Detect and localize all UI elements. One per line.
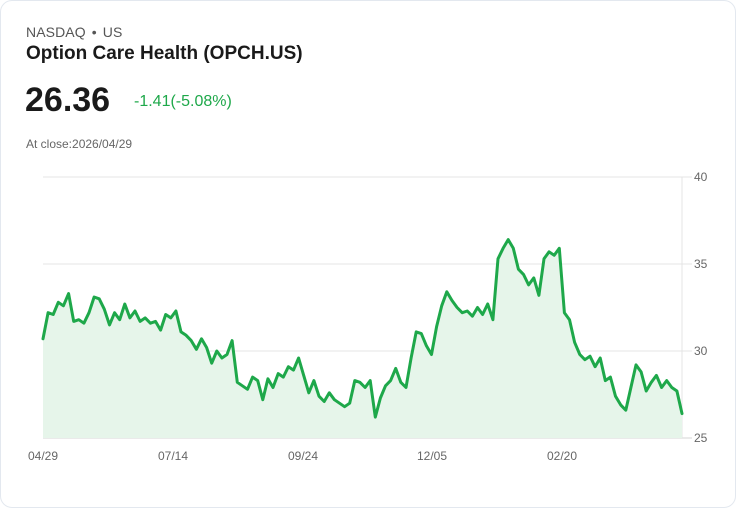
y-tick-label: 30 xyxy=(694,344,708,358)
exchange-line: NASDAQ • US xyxy=(26,24,122,40)
x-axis: 04/29 07/14 09/24 12/05 02/20 xyxy=(28,449,577,463)
stock-title: Option Care Health (OPCH.US) xyxy=(26,43,303,64)
x-tick-label: 09/24 xyxy=(288,449,318,463)
x-tick-label: 07/14 xyxy=(158,449,188,463)
region: US xyxy=(102,24,123,40)
y-tick-label: 40 xyxy=(694,170,708,184)
x-tick-label: 12/05 xyxy=(417,449,447,463)
x-tick-label: 02/20 xyxy=(547,449,577,463)
last-price: 26.36 xyxy=(25,81,111,119)
exchange-name: NASDAQ xyxy=(26,24,86,40)
price-change: -1.41(-5.08%) xyxy=(134,93,232,110)
y-axis: 25 30 35 40 xyxy=(694,170,708,445)
x-tick-label: 04/29 xyxy=(28,449,58,463)
y-tick-label: 25 xyxy=(694,431,708,445)
close-timestamp: At close:2026/04/29 xyxy=(26,137,133,151)
separator-dot: • xyxy=(91,24,97,40)
y-tick-label: 35 xyxy=(694,257,708,271)
price-line xyxy=(41,238,684,419)
price-area-fill xyxy=(43,239,682,438)
